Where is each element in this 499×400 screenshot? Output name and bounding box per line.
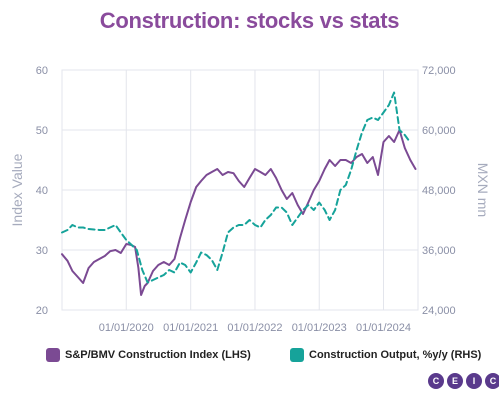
logo-letter: C (428, 373, 444, 389)
y-left-tick-label: 60 (36, 65, 48, 77)
ceic-logo: C E I C (428, 373, 499, 391)
x-tick-label: 01/01/2022 (227, 322, 282, 334)
logo-letter: C (485, 373, 499, 389)
x-tick-label: 01/01/2020 (99, 322, 154, 334)
legend-swatch-construction-output (290, 348, 304, 362)
logo-letter: E (447, 373, 463, 389)
logo-letter: I (466, 373, 482, 389)
legend-label-construction-output: Construction Output, %y/y (RHS) (309, 349, 482, 361)
y-right-tick-label: 24,000 (422, 305, 456, 317)
x-tick-label: 01/01/2023 (292, 322, 347, 334)
y-left-tick-label: 50 (36, 125, 48, 137)
y-right-tick-label: 48,000 (422, 185, 456, 197)
y-left-tick-label: 40 (36, 185, 48, 197)
y-left-tick-label: 20 (36, 305, 48, 317)
series-line-construction-index (61, 129, 417, 296)
legend-swatch-construction-index (46, 348, 60, 362)
legend-item-construction-index[interactable]: S&P/BMV Construction Index (LHS) (46, 346, 251, 364)
x-tick-label: 01/01/2024 (356, 322, 411, 334)
y-right-tick-label: 36,000 (422, 245, 456, 257)
chart-title: Construction: stocks vs stats (99, 8, 400, 33)
legend-label-construction-index: S&P/BMV Construction Index (LHS) (65, 349, 251, 361)
y-right-axis-title: MXN mn (475, 163, 491, 217)
x-tick-label: 01/01/2021 (163, 322, 218, 334)
y-left-axis-title: Index Value (9, 153, 25, 226)
y-right-tick-label: 72,000 (422, 65, 456, 77)
legend-item-construction-output[interactable]: Construction Output, %y/y (RHS) (290, 346, 481, 364)
y-left-tick-label: 30 (36, 245, 48, 257)
y-right-tick-label: 60,000 (422, 125, 456, 137)
series-line-construction-output (61, 91, 412, 284)
